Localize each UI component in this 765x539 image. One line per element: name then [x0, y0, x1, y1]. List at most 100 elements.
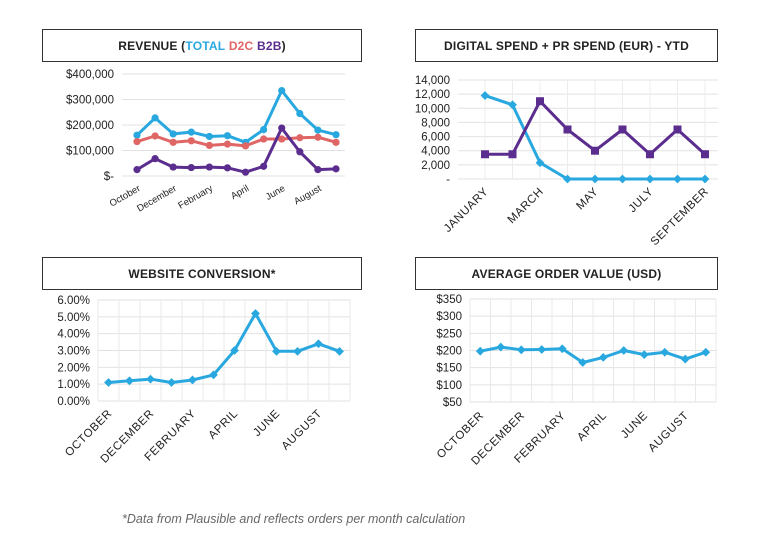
- revenue-series-0-line: [135, 89, 337, 144]
- revenue-series-1-point: [296, 134, 304, 142]
- digital-y-tick-label: 10,000: [415, 103, 450, 115]
- aov-series-0-point: [639, 350, 649, 360]
- aov-x-tick-label: APRIL: [575, 410, 609, 444]
- revenue-series-1-point: [260, 135, 268, 143]
- digital-y-tick-label: 2,000: [421, 160, 450, 172]
- digital-series-0-point: [700, 174, 710, 184]
- conversion-series-0-point: [146, 374, 155, 384]
- aov-y-tick-label: $300: [436, 311, 462, 323]
- aov-series-0-point: [619, 346, 629, 355]
- digital-x-tick-label: SEPTEMBER: [649, 186, 711, 248]
- digital-spend-chart-title: DIGITAL SPEND + PR SPEND (EUR) - YTD: [415, 29, 718, 62]
- conversion-series-0-point: [293, 346, 302, 356]
- footnote: *Data from Plausible and reflects orders…: [122, 512, 466, 526]
- revenue-series-0-point: [332, 131, 340, 139]
- revenue-series-1-point: [169, 138, 177, 146]
- aov-x-tick-label: JUNE: [619, 410, 650, 441]
- conversion-series-0-point: [230, 346, 239, 355]
- conversion-x-tick-label: AUGUST: [280, 408, 325, 453]
- digital-series-1-point: [591, 146, 599, 155]
- conversion-y-tick-label: 4.00%: [57, 329, 90, 341]
- digital-series-0-point: [645, 174, 655, 184]
- conversion-series-0-point: [272, 346, 281, 356]
- revenue-series-2-point: [223, 164, 232, 172]
- revenue-title-b2b: B2B: [256, 38, 282, 53]
- digital-y-tick-label: 6,000: [421, 132, 450, 144]
- average-order-value-title-text: AVERAGE ORDER VALUE (USD): [471, 266, 662, 281]
- revenue-series-0-point: [260, 125, 268, 134]
- digital-chart: 14,00012,00010,0008,0006,0004,0002,000-J…: [415, 75, 718, 248]
- digital-x-tick-label: JULY: [627, 186, 656, 215]
- aov-y-tick-label: $250: [436, 328, 462, 340]
- revenue-series-2-point: [296, 148, 304, 156]
- digital-x-tick-label: MAY: [574, 186, 601, 213]
- revenue-series-1-point: [332, 138, 340, 146]
- revenue-series-1-point: [151, 132, 159, 140]
- revenue-series-0-point: [187, 128, 195, 136]
- revenue-series-1-point: [133, 137, 141, 146]
- revenue-series-1-point: [278, 135, 286, 143]
- revenue-series-1-point: [223, 140, 232, 148]
- aov-y-tick-label: $150: [436, 363, 462, 375]
- revenue-series-2-point: [151, 155, 159, 163]
- revenue-series-0-point: [205, 132, 213, 141]
- digital-series-1-point: [536, 97, 544, 106]
- aov-y-tick-label: $350: [436, 294, 462, 306]
- revenue-series-0-point: [296, 109, 304, 118]
- revenue-title-total: TOTAL: [185, 38, 226, 53]
- digital-series-0-point: [590, 174, 600, 184]
- digital-series-1-point: [481, 150, 489, 159]
- revenue-series-0-point: [223, 132, 232, 140]
- aov-series-0-point: [537, 345, 547, 354]
- conversion-series-0-point: [209, 370, 218, 380]
- digital-series-1-point: [618, 125, 627, 134]
- aov-y-tick-label: $100: [436, 380, 462, 392]
- conversion-series-0-point: [188, 375, 197, 385]
- aov-series-0-point: [680, 354, 690, 364]
- digital-x-tick-label: MARCH: [506, 186, 546, 226]
- revenue-series-0-point: [151, 114, 159, 122]
- digital-y-tick-label: 8,000: [421, 117, 450, 129]
- conversion-series-0-point: [335, 346, 344, 356]
- conversion-y-tick-label: 3.00%: [57, 346, 90, 358]
- revenue-x-tick-label: April: [229, 183, 251, 202]
- revenue-y-tick-label: $300,000: [66, 95, 114, 107]
- conversion-series-0-point: [104, 378, 113, 387]
- conversion-y-tick-label: 0.00%: [57, 396, 90, 408]
- aov-series-0-point: [578, 358, 588, 367]
- conversion-series-0-point: [167, 378, 176, 387]
- average-order-value-chart-title: AVERAGE ORDER VALUE (USD): [415, 257, 718, 290]
- revenue-x-tick-label: August: [292, 183, 323, 207]
- digital-y-tick-label: -: [446, 174, 450, 186]
- digital-series-0-point: [563, 174, 572, 184]
- revenue-title-suffix: ): [281, 38, 286, 53]
- revenue-series-2-point: [169, 163, 177, 171]
- revenue-series-2-point: [187, 163, 195, 172]
- digital-series-1-point: [673, 125, 682, 134]
- revenue-series-2-point: [260, 162, 268, 170]
- revenue-series-1-point: [241, 142, 250, 150]
- revenue-chart-title: REVENUE (TOTAL D2C B2B): [42, 29, 362, 62]
- digital-y-tick-label: 12,000: [415, 89, 450, 101]
- digital-y-tick-label: 4,000: [421, 146, 450, 158]
- conversion-x-tick-label: APRIL: [207, 408, 241, 442]
- revenue-title-d2c: D2C: [228, 38, 254, 53]
- revenue-x-tick-label: December: [135, 183, 178, 214]
- digital-series-1-point: [646, 150, 654, 159]
- website-conversion-title-text: WEBSITE CONVERSION*: [128, 266, 276, 281]
- digital-series-0-point: [480, 91, 490, 100]
- revenue-x-tick-label: February: [176, 183, 215, 212]
- aov-y-tick-label: $50: [443, 397, 462, 409]
- website-conversion-chart-title: WEBSITE CONVERSION*: [42, 257, 362, 290]
- digital-series-1-point: [701, 150, 709, 159]
- revenue-series-1-point: [187, 137, 195, 145]
- revenue-series-0-point: [169, 130, 177, 138]
- conversion-y-tick-label: 6.00%: [57, 295, 90, 307]
- aov-x-tick-label: AUGUST: [646, 410, 691, 455]
- digital-x-tick-label: JANUARY: [442, 186, 491, 235]
- revenue-series-1-point: [205, 141, 213, 149]
- revenue-y-tick-label: $200,000: [66, 120, 114, 132]
- digital-series-1-point: [508, 150, 517, 159]
- revenue-series-0-point: [133, 131, 141, 139]
